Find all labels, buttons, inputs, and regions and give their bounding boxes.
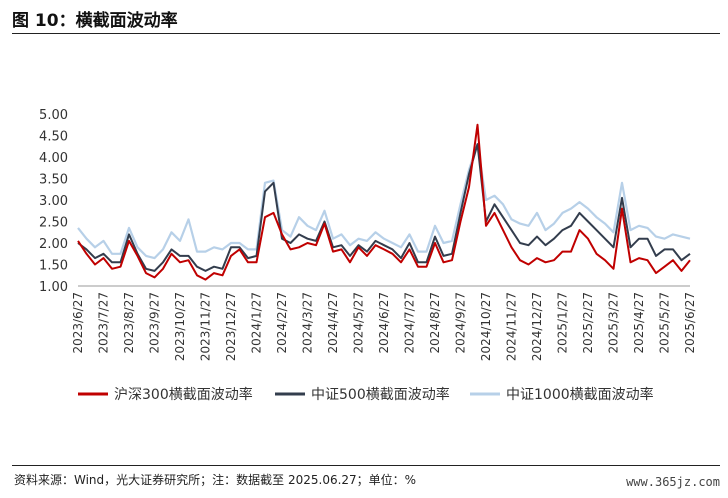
x-tick-label: 2023/7/27 [97, 292, 111, 354]
y-tick-label: 5.00 [39, 108, 68, 123]
chart-legend: 沪深300横截面波动率 中证500横截面波动率 中证1000横截面波动率 [78, 386, 654, 403]
y-tick-label: 4.50 [39, 130, 68, 145]
legend-label-1: 中证500横截面波动率 [311, 386, 450, 403]
x-tick-label: 2023/10/27 [173, 292, 187, 361]
legend-label-0: 沪深300横截面波动率 [114, 386, 253, 403]
y-tick-label: 3.50 [39, 173, 68, 188]
x-tick-label: 2024/7/27 [403, 292, 417, 354]
series-line-1 [77, 143, 691, 272]
x-tick-label: 2025/4/27 [632, 292, 646, 354]
x-tick-label: 2024/9/27 [454, 292, 468, 354]
legend-label-2: 中证1000横截面波动率 [506, 386, 654, 403]
x-tick-label: 2025/5/27 [658, 292, 672, 354]
x-tick-label: 2025/6/27 [683, 292, 697, 354]
x-tick-label: 2024/1/27 [250, 292, 264, 354]
x-tick-label: 2025/1/27 [556, 292, 570, 354]
series-line-2 [77, 142, 691, 260]
x-tick-label: 2024/8/27 [428, 292, 442, 354]
x-tick-label: 2023/11/27 [199, 292, 213, 361]
x-tick-label: 2024/5/27 [352, 292, 366, 354]
plot-area [77, 123, 691, 281]
x-tick-label: 2024/3/27 [301, 292, 315, 354]
y-axis: 1.00 1.50 2.00 2.50 3.00 3.50 4.00 4.50 5.00 [39, 108, 68, 295]
x-tick-label: 2024/2/27 [275, 292, 289, 354]
figure-title: 图 10：横截面波动率 [12, 11, 178, 31]
x-tick-label: 2023/8/27 [122, 292, 136, 354]
source-note: 资料来源：Wind，光大证券研究所；注：数据截至 2025.06.27；单位：% [14, 473, 417, 487]
x-tick-label: 2024/4/27 [326, 292, 340, 354]
watermark: www.365jz.com [626, 475, 720, 489]
x-tick-label: 2024/6/27 [377, 292, 391, 354]
x-tick-label: 2023/12/27 [224, 292, 238, 361]
x-tick-label: 2023/9/27 [148, 292, 162, 354]
figure-header: 图 10：横截面波动率 [0, 0, 728, 36]
x-tick-label: 2024/12/27 [530, 292, 544, 361]
y-tick-label: 1.00 [39, 280, 68, 295]
x-tick-label: 2025/2/27 [581, 292, 595, 354]
title-divider [12, 33, 720, 34]
series-line-0 [77, 123, 691, 281]
y-tick-label: 2.00 [39, 237, 68, 252]
y-tick-label: 2.50 [39, 216, 68, 231]
y-tick-label: 3.00 [39, 194, 68, 209]
y-tick-label: 1.50 [39, 259, 68, 274]
x-tick-label: 2024/10/27 [479, 292, 493, 361]
x-tick-label: 2024/11/27 [505, 292, 519, 361]
y-tick-label: 4.00 [39, 151, 68, 166]
volatility-line-chart: 1.00 1.50 2.00 2.50 3.00 3.50 4.00 4.50 5.00 202… [39, 108, 697, 403]
x-tick-label: 2025/3/27 [607, 292, 621, 354]
x-tick-label: 2023/6/27 [71, 292, 85, 354]
x-axis: 2023/6/27 2023/7/27 2023/8/27 2023/9/27 2023… [71, 285, 697, 361]
footer-divider [12, 465, 720, 466]
